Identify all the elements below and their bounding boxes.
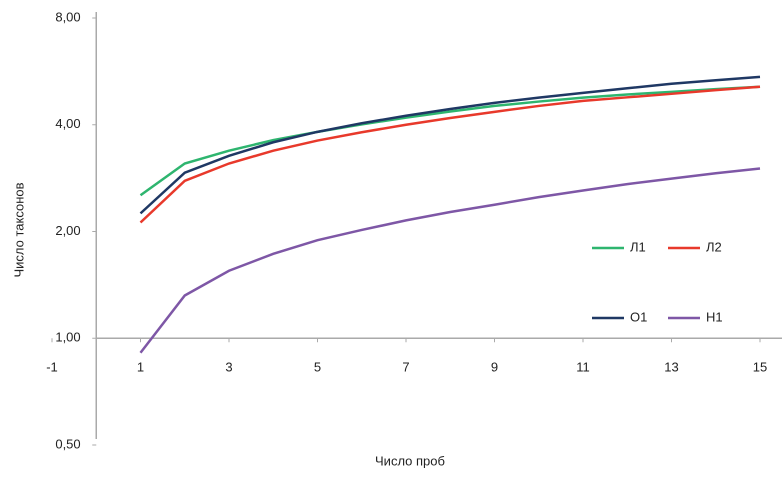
- y-tick-label: 4,00: [55, 116, 80, 131]
- legend-label: О1: [630, 309, 647, 324]
- y-axis-title: Число таксонов: [11, 182, 26, 277]
- y-tick-label: 1,00: [55, 330, 80, 345]
- x-tick-label: 13: [664, 360, 678, 375]
- x-tick-label: 3: [225, 360, 232, 375]
- x-tick-label: 1: [137, 360, 144, 375]
- x-tick-label: 11: [576, 360, 590, 375]
- x-tick-label: 7: [402, 360, 409, 375]
- legend-label: Л1: [630, 239, 646, 254]
- x-tick-label: -1: [46, 360, 58, 375]
- legend-label: Н1: [706, 309, 723, 324]
- y-tick-label: 8,00: [55, 9, 80, 24]
- y-tick-label: 2,00: [55, 223, 80, 238]
- x-tick-label: 9: [491, 360, 498, 375]
- legend-label: Л2: [706, 239, 722, 254]
- series-line: [139, 85, 761, 224]
- series-line: [139, 85, 761, 197]
- x-tick-label: 15: [753, 360, 767, 375]
- y-tick-label: 0,50: [55, 436, 80, 451]
- x-tick-label: 5: [314, 360, 321, 375]
- series-line: [139, 75, 761, 215]
- series-line: [139, 167, 761, 354]
- x-axis-title: Число проб: [375, 453, 445, 468]
